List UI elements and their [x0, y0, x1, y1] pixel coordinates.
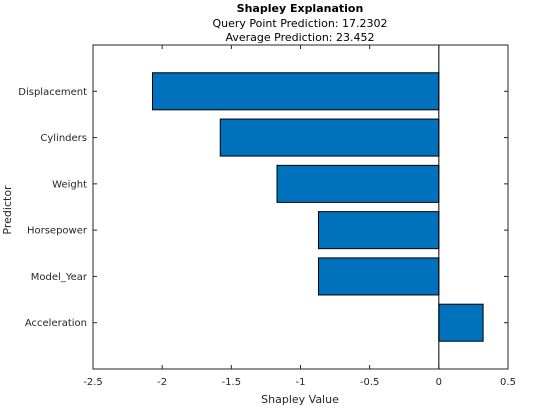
y-tick-label: Displacement [18, 87, 87, 98]
y-tick-label: Horsepower [27, 226, 88, 237]
bar-model-year [317, 257, 440, 296]
bar-acceleration [438, 303, 484, 342]
x-tick-label: -1.5 [222, 377, 242, 388]
chart-subtitle-average: Average Prediction: 23.452 [225, 31, 374, 44]
x-axis-label: Shapley Value [261, 393, 339, 406]
y-tick-label: Model_Year [31, 272, 88, 283]
x-tick-label: 0 [436, 377, 442, 388]
y-tick-label: Weight [52, 179, 87, 190]
bars-group [151, 72, 484, 342]
x-tick-label: 0.5 [500, 377, 516, 388]
x-tick-label: -2.5 [83, 377, 103, 388]
y-tick-label: Acceleration [25, 318, 87, 329]
x-tick-label: -0.5 [360, 377, 380, 388]
x-axis: -2.5 -2 -1.5 -1 -0.5 0 0.5 [83, 45, 516, 388]
bar-displacement [151, 72, 440, 111]
bar-weight [276, 164, 440, 203]
chart-subtitle-query: Query Point Prediction: 17.2302 [212, 17, 387, 30]
y-axis-label: Predictor [1, 185, 14, 235]
x-tick-label: -1 [296, 377, 306, 388]
bar-cylinders [219, 118, 440, 157]
y-axis: Displacement Cylinders Weight Horsepower Mod… [18, 87, 508, 329]
chart-title: Shapley Explanation [237, 2, 364, 15]
x-tick-label: -2 [157, 377, 167, 388]
bar-horsepower [317, 211, 440, 250]
y-tick-label: Cylinders [40, 133, 87, 144]
